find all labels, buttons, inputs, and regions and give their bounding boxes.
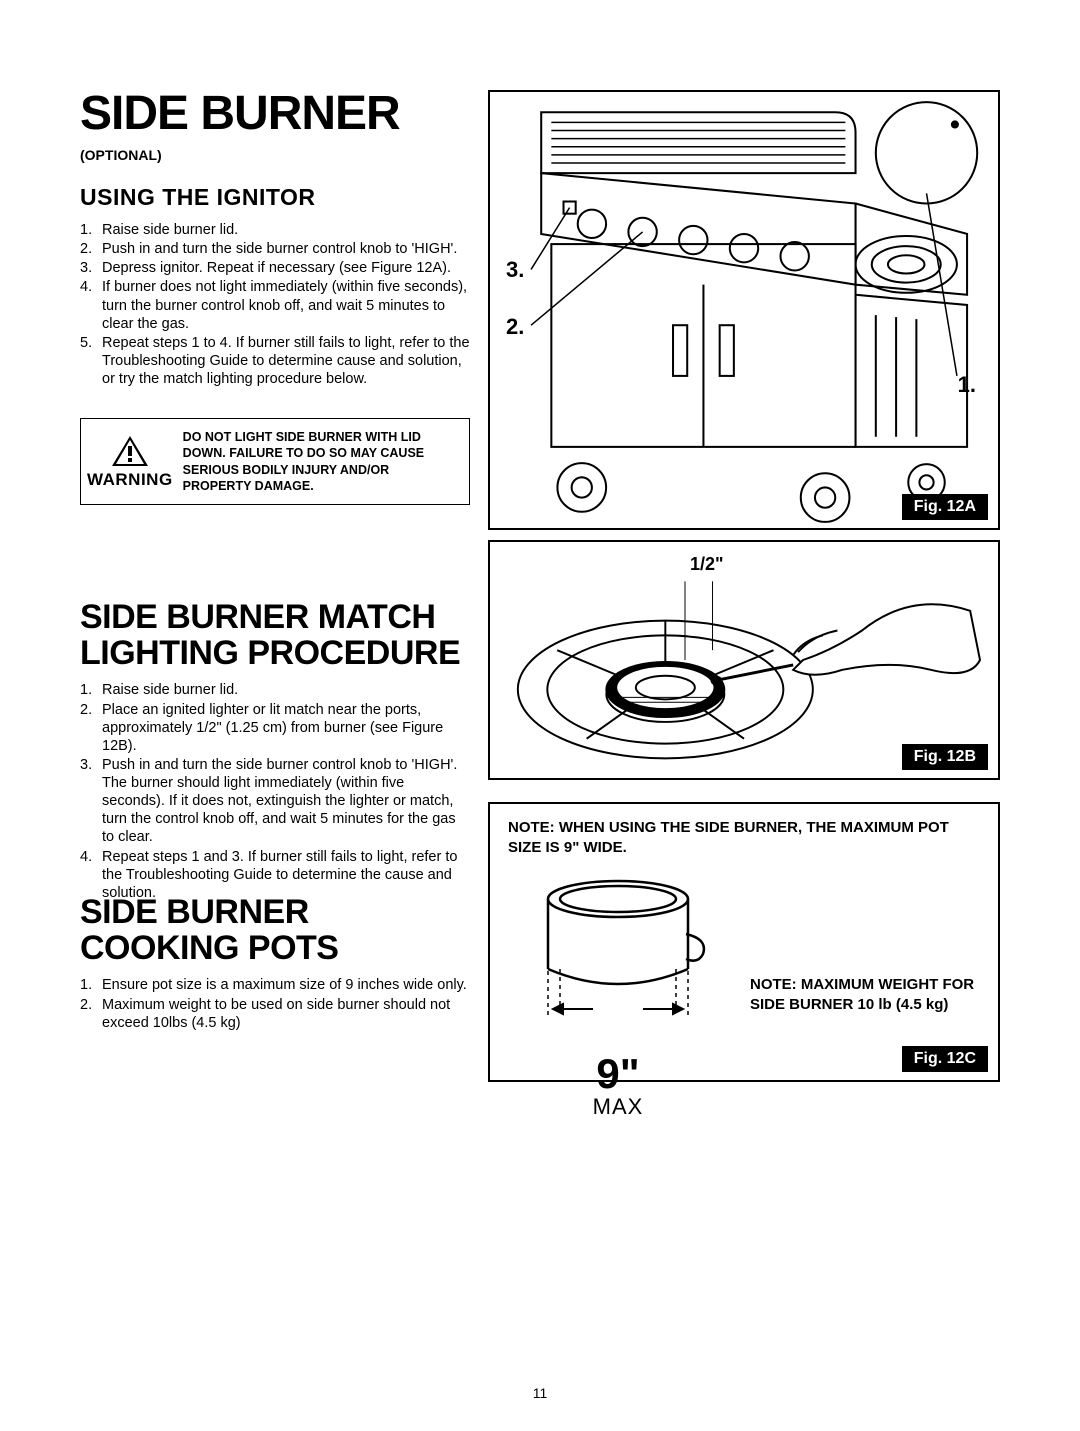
warning-box: WARNING DO NOT LIGHT SIDE BURNER WITH LI… — [80, 418, 470, 505]
figure-label: Fig. 12C — [902, 1046, 988, 1072]
grill-illustration — [490, 92, 998, 528]
list-item: 4.If burner does not light immediately (… — [80, 278, 470, 332]
section-subtitle: USING THE IGNITOR — [80, 184, 470, 211]
warning-text: DO NOT LIGHT SIDE BURNER WITH LID DOWN. … — [183, 429, 457, 494]
warning-icon — [110, 434, 150, 468]
figure-12b: 1/2" — [488, 540, 1000, 780]
callout-3: 3. — [506, 257, 524, 283]
pots-steps: 1.Ensure pot size is a maximum size of 9… — [80, 976, 470, 1031]
half-inch-label: 1/2" — [690, 554, 724, 575]
callout-2: 2. — [506, 314, 524, 340]
match-steps: 1.Raise side burner lid. 2.Place an igni… — [80, 681, 470, 902]
figure-label: Fig. 12A — [902, 494, 988, 520]
figure-12c: NOTE: WHEN USING THE SIDE BURNER, THE MA… — [488, 802, 1000, 1082]
callout-1: 1. — [958, 372, 976, 398]
figure-label: Fig. 12B — [902, 744, 988, 770]
pot-illustration — [508, 869, 728, 1049]
page-number: 11 — [0, 1385, 1080, 1401]
list-item: 3.Push in and turn the side burner contr… — [80, 756, 470, 847]
list-item: 1.Ensure pot size is a maximum size of 9… — [80, 976, 470, 994]
section-title: SIDE BURNER (OPTIONAL) — [80, 90, 470, 186]
list-item: 2.Push in and turn the side burner contr… — [80, 240, 470, 258]
match-illustration — [490, 542, 998, 778]
list-item: 3.Depress ignitor. Repeat if necessary (… — [80, 259, 470, 277]
match-title: SIDE BURNER MATCH LIGHTING PROCEDURE — [80, 600, 470, 671]
list-item: 1.Raise side burner lid. — [80, 221, 470, 239]
pot-size-note: NOTE: WHEN USING THE SIDE BURNER, THE MA… — [508, 818, 980, 857]
max-label: MAX — [508, 1094, 728, 1120]
ignitor-steps: 1.Raise side burner lid. 2.Push in and t… — [80, 221, 470, 388]
pot-dimension: 9" — [508, 1050, 728, 1098]
weight-note: NOTE: MAXIMUM WEIGHT FOR SIDE BURNER 10 … — [750, 975, 980, 1014]
list-item: 5.Repeat steps 1 to 4. If burner still f… — [80, 334, 470, 388]
list-item: 2.Maximum weight to be used on side burn… — [80, 996, 470, 1032]
warning-label: WARNING — [87, 470, 173, 490]
list-item: 2.Place an ignited lighter or lit match … — [80, 701, 470, 755]
list-item: 1.Raise side burner lid. — [80, 681, 470, 699]
title-main: SIDE BURNER — [80, 87, 400, 140]
figure-12a: 3. 2. 1. Fig. 12A — [488, 90, 1000, 530]
title-suffix: (OPTIONAL) — [80, 147, 162, 163]
pots-title: SIDE BURNER COOKING POTS — [80, 895, 470, 966]
